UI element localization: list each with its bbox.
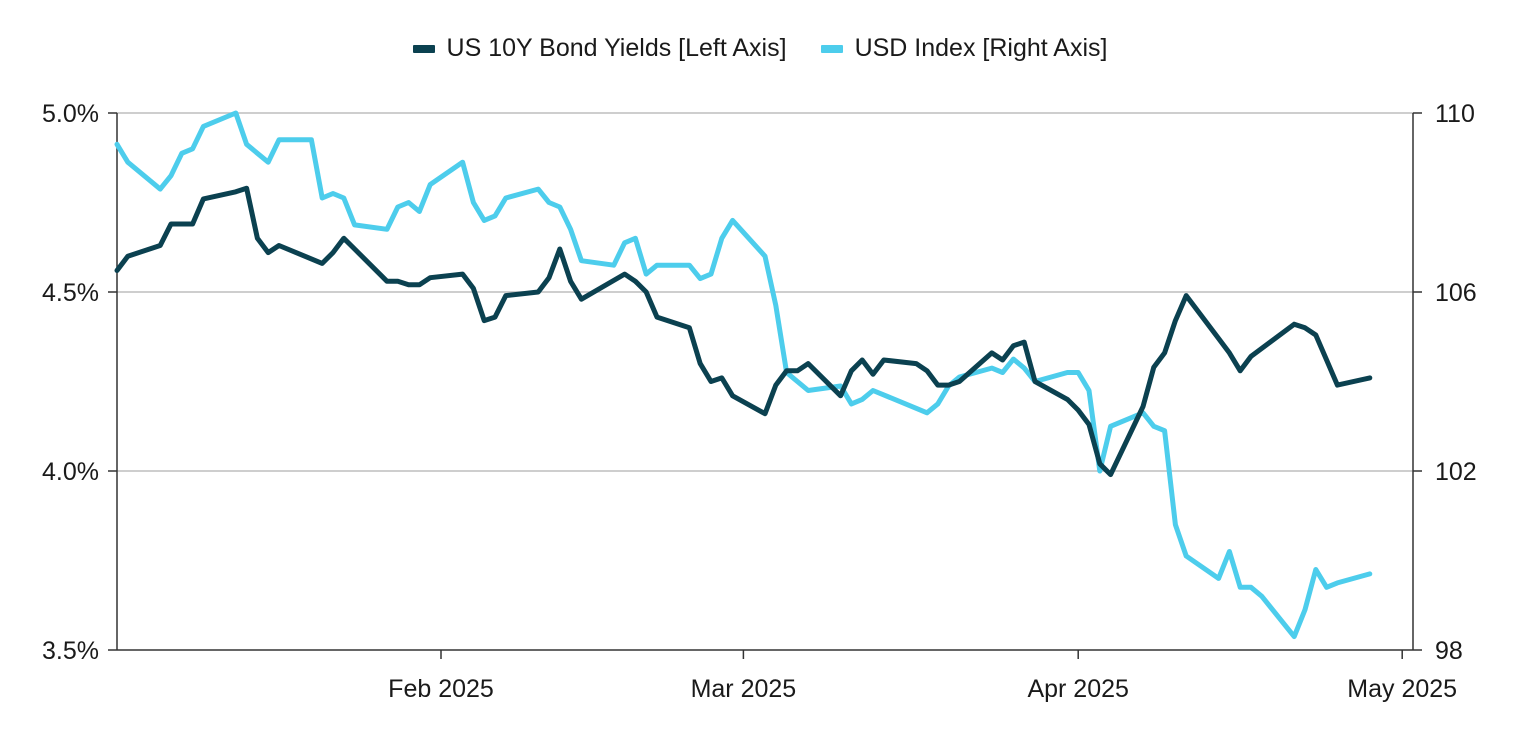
x-tick-label-2: Apr 2025: [1027, 675, 1128, 703]
right-tick-label-3: 110: [1435, 100, 1475, 128]
left-tick-label-3: 5.0%: [42, 100, 99, 128]
legend-label-yields: US 10Y Bond Yields [Left Axis]: [446, 34, 787, 62]
series-line-us10y-yields: [114, 185, 1373, 478]
left-tick-label-1: 4.0%: [42, 458, 99, 486]
left-tick-label-0: 3.5%: [42, 637, 99, 665]
right-tick-label-0: 98: [1435, 637, 1463, 665]
legend-swatch-yields: [412, 44, 435, 53]
legend: US 10Y Bond Yields [Left Axis] USD Index…: [0, 34, 1520, 63]
x-tick-label-3: May 2025: [1347, 675, 1457, 703]
right-tick-label-2: 106: [1435, 279, 1477, 307]
left-tick-label-2: 4.5%: [42, 279, 99, 307]
legend-item-yields: US 10Y Bond Yields [Left Axis]: [412, 34, 787, 63]
legend-swatch-usd: [820, 44, 843, 53]
legend-item-usd: USD Index [Right Axis]: [820, 34, 1108, 63]
series-line-usd-index: [114, 110, 1373, 640]
legend-label-usd: USD Index [Right Axis]: [854, 34, 1108, 62]
x-tick-label-1: Mar 2025: [691, 675, 797, 703]
x-tick-label-0: Feb 2025: [388, 675, 494, 703]
right-tick-label-1: 102: [1435, 458, 1477, 486]
